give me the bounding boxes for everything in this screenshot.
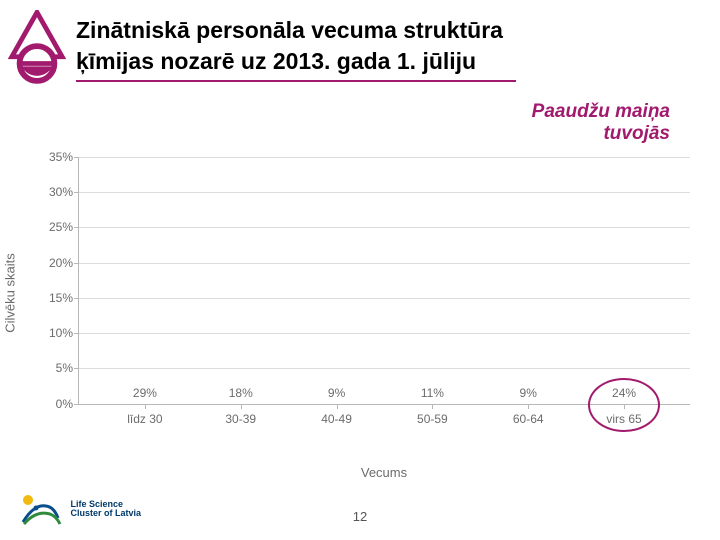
bar-value-label: 24% [612,386,636,400]
x-tick [145,404,146,409]
x-axis-title: Vecums [48,465,720,480]
bars-container: 29%līdz 3018%30-399%40-4911%50-599%60-64… [79,157,690,404]
y-tick-label: 35% [41,150,73,164]
gridline [79,192,690,193]
annotation-text: Paaudžu maiņa tuvojās [0,101,720,145]
x-tick [432,404,433,409]
category-label: 50-59 [417,412,448,426]
x-tick [624,404,625,409]
category-label: 30-39 [225,412,256,426]
y-tick-label: 25% [41,220,73,234]
slide-footer: Life Science Cluster of Latvia 12 [0,490,720,528]
footer-org-logo: Life Science Cluster of Latvia [20,490,160,528]
x-tick [241,404,242,409]
category-label: līdz 30 [127,412,162,426]
y-tick-label: 20% [41,256,73,270]
gridline [79,227,690,228]
y-tick [74,227,79,228]
title-line-1: Zinātniskā personāla vecuma struktūra [76,16,712,47]
y-tick [74,157,79,158]
y-tick-label: 15% [41,291,73,305]
y-tick [74,404,79,405]
brand-logo [8,10,66,93]
y-tick [74,333,79,334]
annotation-line-2: tuvojās [603,123,670,144]
y-axis-title: Cilvēku skaits [3,253,18,332]
bar-chart: Cilvēku skaits 29%līdz 3018%30-399%40-49… [30,153,700,433]
gridline [79,298,690,299]
bar-value-label: 29% [133,386,157,400]
gridline [79,157,690,158]
category-label: 40-49 [321,412,352,426]
category-label: virs 65 [606,412,641,426]
bar-value-label: 18% [229,386,253,400]
title-line-2: ķīmijas nozarē uz 2013. gada 1. jūliju [76,47,712,78]
y-tick [74,263,79,264]
bar-value-label: 11% [421,386,444,400]
x-tick [337,404,338,409]
slide-header: Zinātniskā personāla vecuma struktūra ķī… [0,0,720,93]
y-tick [74,298,79,299]
gridline [79,263,690,264]
x-tick [528,404,529,409]
title-underline [76,80,516,82]
gridline [79,333,690,334]
y-tick-label: 30% [41,185,73,199]
slide-title: Zinātniskā personāla vecuma struktūra ķī… [76,10,712,82]
page-number: 12 [353,509,367,524]
y-tick [74,368,79,369]
plot-area: 29%līdz 3018%30-399%40-4911%50-599%60-64… [78,157,690,405]
bar-value-label: 9% [328,386,345,400]
footer-logo-text: Life Science Cluster of Latvia [70,500,141,519]
annotation-line-1: Paaudžu maiņa [532,101,670,122]
category-label: 60-64 [513,412,544,426]
bar-value-label: 9% [520,386,537,400]
y-tick-label: 10% [41,326,73,340]
y-tick [74,192,79,193]
y-tick-label: 5% [41,361,73,375]
gridline [79,368,690,369]
y-tick-label: 0% [41,397,73,411]
